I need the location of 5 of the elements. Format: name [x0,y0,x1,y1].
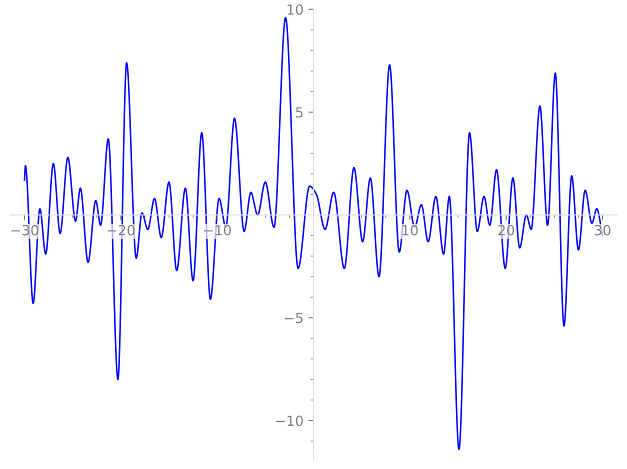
y-tick-label: 5 [296,107,303,118]
x-tick-label: 10 [402,224,418,236]
y-tick-label: 10 [288,4,303,15]
y-tick-label: −5 [284,312,303,324]
y-tick-label: −10 [276,416,303,426]
